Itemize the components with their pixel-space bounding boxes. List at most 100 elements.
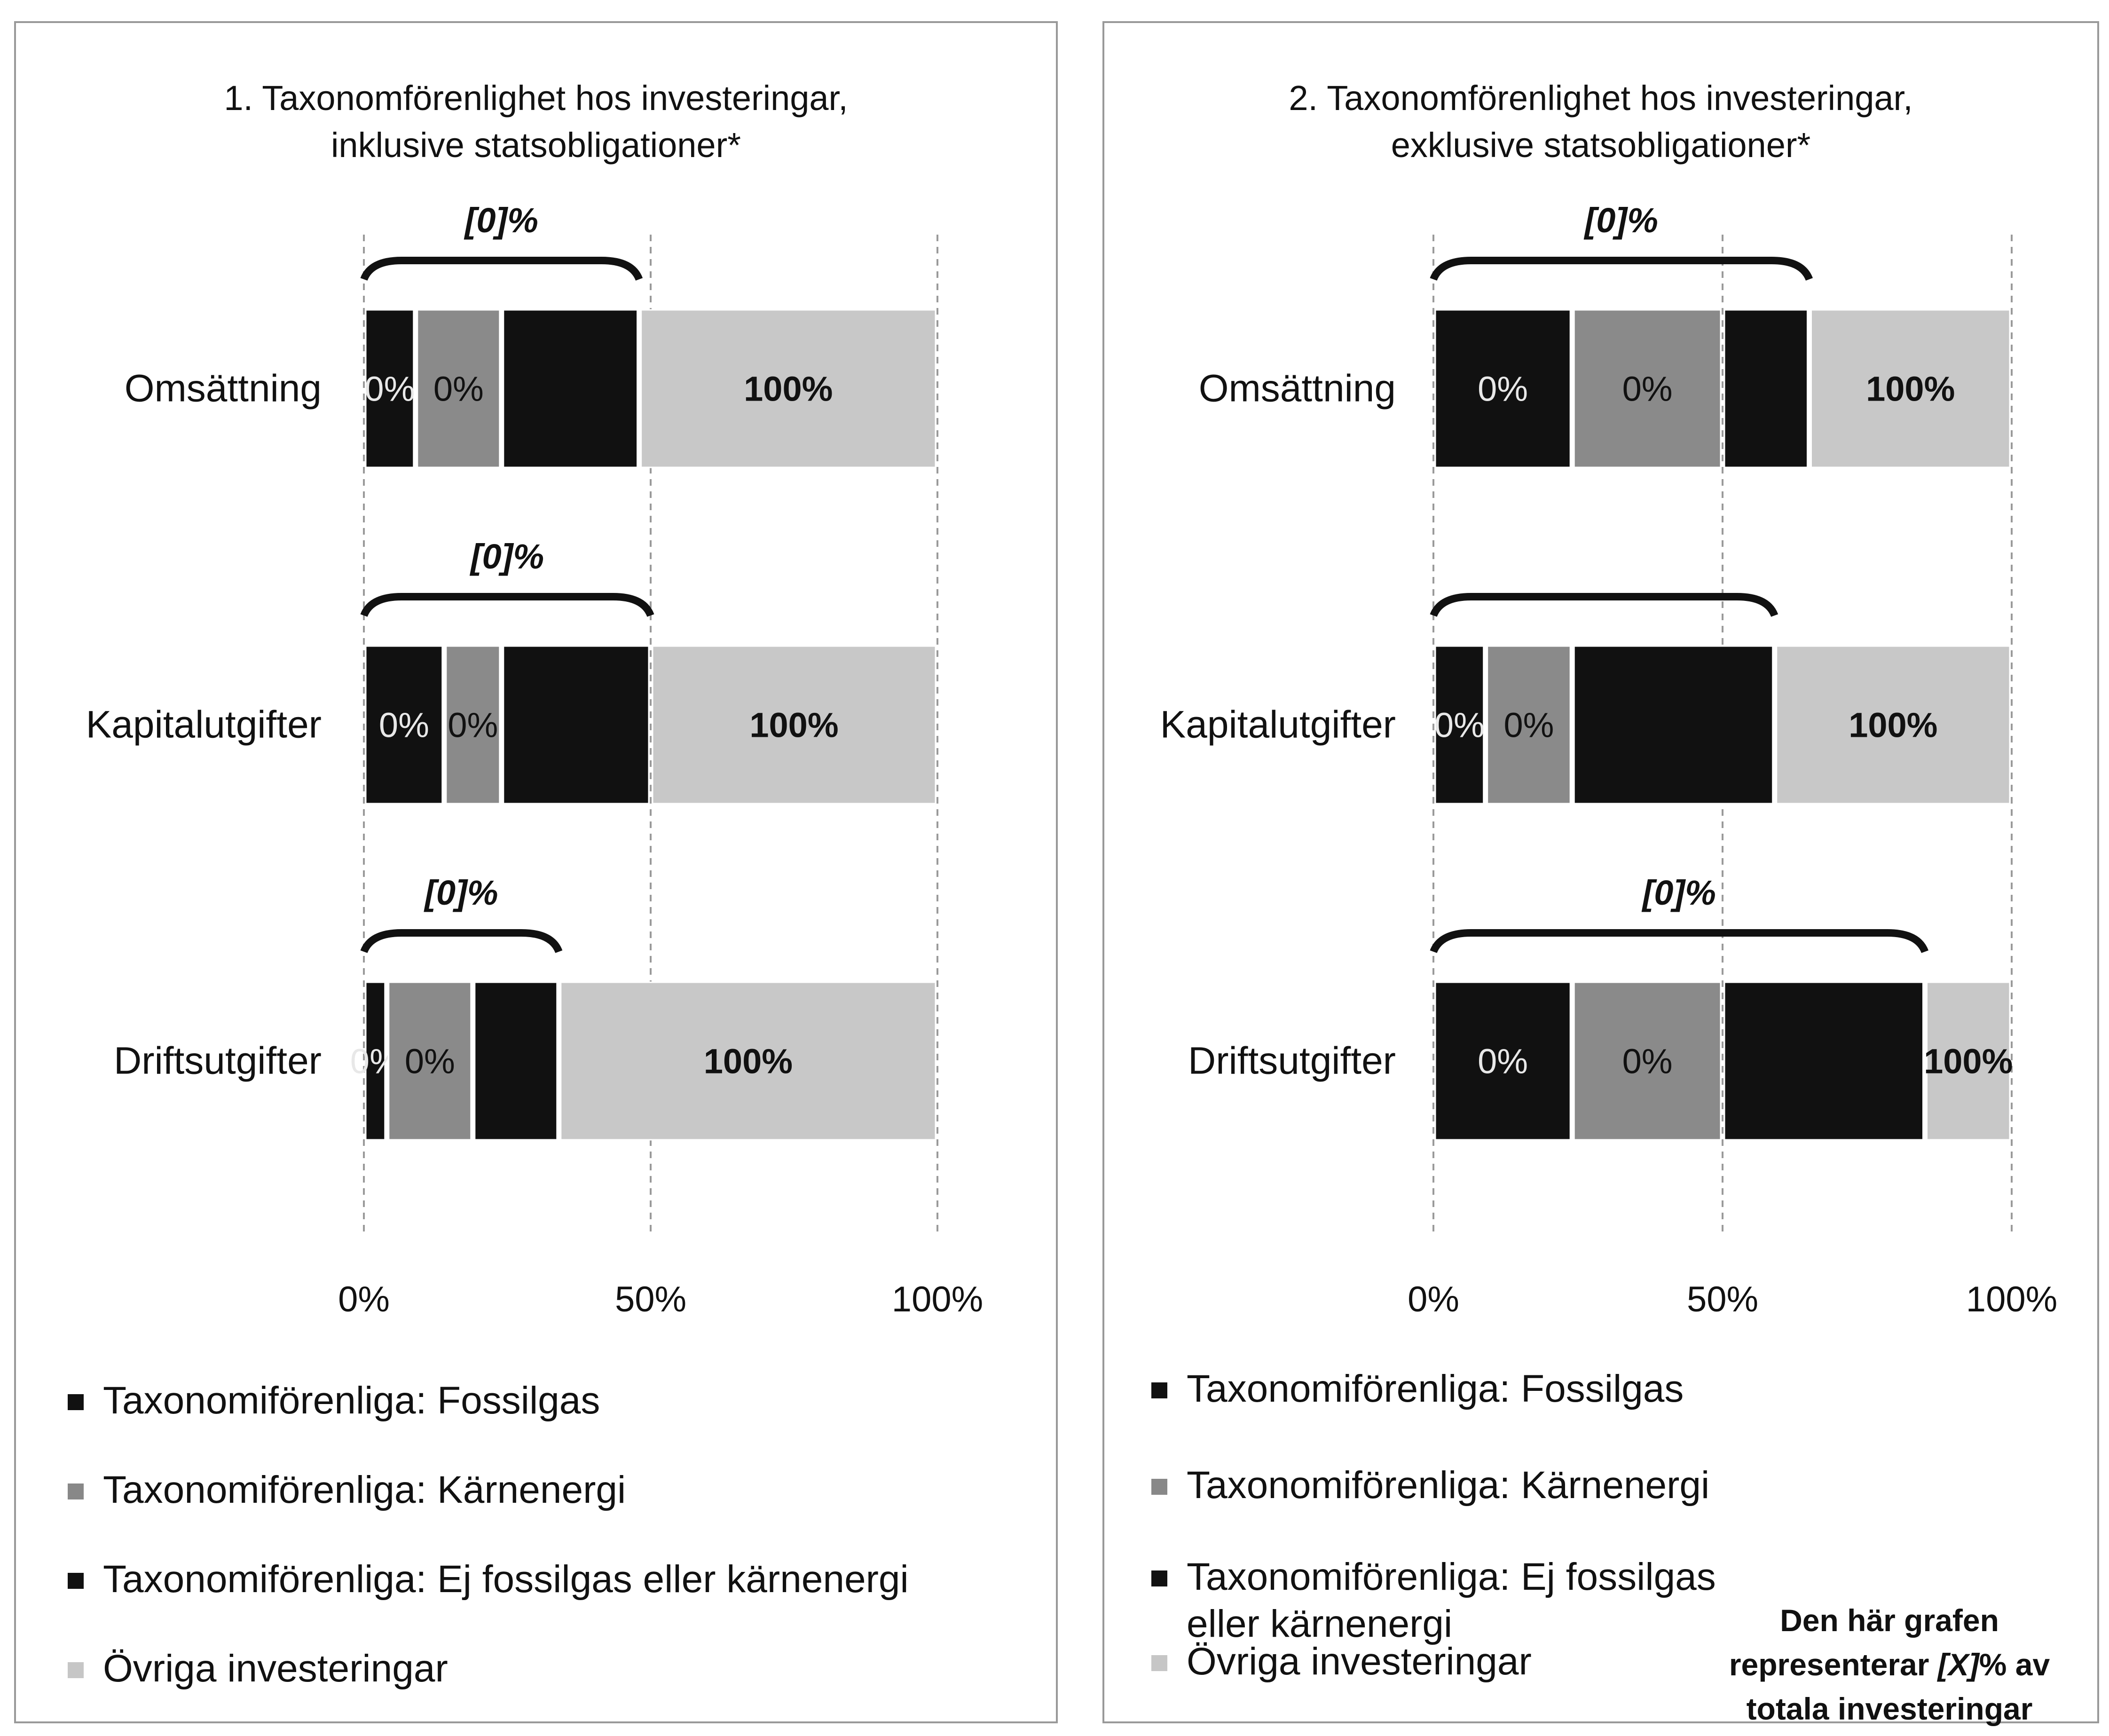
- legend-swatch: [68, 1573, 84, 1589]
- legend-item-fossilgas: Taxonomiförenliga: Fossilgas: [68, 1377, 909, 1424]
- legend-label: Taxonomiförenliga: Kärnenergi: [103, 1468, 626, 1511]
- legend-swatch: [1151, 1655, 1167, 1671]
- data-label: 0%: [364, 370, 415, 409]
- x-tick-label: 0%: [338, 1279, 390, 1319]
- bracket: [360, 257, 643, 281]
- category-label: Omsättning: [125, 367, 322, 410]
- legend-swatch: [68, 1662, 84, 1678]
- data-label: 0%: [379, 706, 429, 745]
- x-tick-label: 0%: [1408, 1279, 1459, 1319]
- legend-swatch: [1151, 1570, 1167, 1586]
- bar-segment: [365, 981, 386, 1141]
- chart-title-2-line1: 2. Taxonomförenlighet hos investeringar,: [1289, 79, 1913, 118]
- bar-segment: [1810, 309, 2011, 468]
- note-line3: totala investeringar: [1746, 1691, 2033, 1726]
- bar-chart-1: 0% 50% 100% Omsättning 0% 0% 100% [0]% Kapitalut…: [86, 201, 984, 1319]
- bracket-label: [0]%: [470, 537, 544, 576]
- x-tick-label: 50%: [1687, 1279, 1758, 1319]
- data-label: 100%: [704, 1042, 793, 1081]
- bracket: [1430, 929, 1928, 954]
- x-tick-label: 100%: [892, 1279, 983, 1319]
- legend-label: eller kärnenergi: [1187, 1602, 1453, 1645]
- legend-1: Taxonomiförenliga: Fossilgas Taxonomiför…: [68, 1377, 909, 1692]
- bracket: [1430, 257, 1813, 281]
- legend-item-karnenergi: Taxonomiförenliga: Kärnenergi: [1151, 1462, 1716, 1509]
- legend-label: Övriga investeringar: [103, 1647, 448, 1690]
- data-label: 0%: [448, 706, 498, 745]
- legend-label: Taxonomiförenliga: Fossilgas: [1187, 1367, 1684, 1410]
- data-label: 0%: [1622, 1042, 1673, 1081]
- note-line1: Den här grafen: [1780, 1603, 1999, 1638]
- bar-segment: [1926, 981, 2011, 1141]
- note-placeholder: [X]: [1937, 1647, 1979, 1682]
- bracket: [360, 593, 654, 617]
- bar-segment: [1723, 309, 1808, 468]
- legend-swatch: [1151, 1479, 1167, 1495]
- legend-item-ej-fossilgas: Taxonomiförenliga: Ej fossilgas eller kä…: [68, 1556, 909, 1603]
- chart-title-1-line1: 1. Taxonomförenlighet hos investeringar,: [224, 79, 848, 118]
- data-label: 100%: [1866, 370, 1955, 409]
- category-label: Omsättning: [1199, 367, 1396, 410]
- bar-segment: [474, 981, 558, 1141]
- data-label: 0%: [433, 370, 484, 409]
- chart-title-2: 2. Taxonomförenlighet hos investeringar,…: [1104, 75, 2097, 169]
- bracket-label: [0]%: [424, 873, 498, 912]
- bar-segment: [1434, 645, 1485, 805]
- data-label: 0%: [405, 1042, 455, 1081]
- bracket-label: [0]%: [464, 201, 538, 240]
- bar-segment: [1776, 645, 2011, 805]
- x-tick-label: 100%: [1966, 1279, 2057, 1319]
- category-label: Kapitalutgifter: [86, 703, 322, 746]
- data-label: 100%: [749, 706, 838, 745]
- category-label: Driftsutgifter: [114, 1040, 322, 1082]
- bar-segment: [365, 645, 443, 805]
- bar-segment: [1573, 309, 1722, 468]
- legend-item-ovriga: Övriga investeringar: [1151, 1638, 1716, 1685]
- legend-swatch: [1151, 1382, 1167, 1398]
- bar-segment: [445, 645, 501, 805]
- legend-label: Taxonomiförenliga: Kärnenergi: [1187, 1464, 1710, 1507]
- bar-segment: [1434, 981, 1571, 1141]
- bar-segment: [1434, 309, 1571, 468]
- bar-segment: [1723, 981, 1924, 1141]
- category-label: Kapitalutgifter: [1160, 703, 1396, 746]
- bar-segment: [388, 981, 472, 1141]
- bar-chart-2: 0% 50% 100% Omsättning 0% 0% 100% [0]% Kapitalut…: [1160, 201, 2058, 1319]
- bar-segment: [365, 309, 415, 468]
- bracket-label: [0]%: [1584, 201, 1658, 240]
- bar-segment: [1573, 981, 1722, 1141]
- legend-item-karnenergi: Taxonomiförenliga: Kärnenergi: [68, 1467, 909, 1514]
- note-line2: representerar [X]% av: [1706, 1642, 2073, 1687]
- data-label: 0%: [1478, 1042, 1528, 1081]
- note-text: % av: [1979, 1647, 2050, 1682]
- bar-segment: [417, 309, 501, 468]
- data-label: 0%: [1503, 706, 1554, 745]
- legend-swatch: [68, 1394, 84, 1410]
- legend-item-ovriga: Övriga investeringar: [68, 1645, 909, 1692]
- chart-note: Den här grafen representerar [X]% av tot…: [1706, 1598, 2073, 1731]
- chart-panel-1: 1. Taxonomförenlighet hos investeringar,…: [14, 21, 1058, 1723]
- bar-segment: [1487, 645, 1571, 805]
- bar-segment: [560, 981, 936, 1141]
- legend-item-ej-fossilgas-cont: eller kärnenergi: [1151, 1601, 1716, 1648]
- chart-panel-2: 2. Taxonomförenlighet hos investeringar,…: [1102, 21, 2099, 1726]
- legend-item-ej-fossilgas: Taxonomiförenliga: Ej fossilgas: [1151, 1554, 1716, 1601]
- data-label: 100%: [744, 370, 833, 409]
- chart-title-1: 1. Taxonomförenlighet hos investeringar,…: [16, 75, 1056, 169]
- legend-label: Taxonomiförenliga: Fossilgas: [103, 1379, 600, 1422]
- bracket-label: [0]%: [1642, 873, 1716, 912]
- legend-label: Övriga investeringar: [1187, 1640, 1532, 1683]
- bar-segment: [640, 309, 936, 468]
- bar-segment: [652, 645, 936, 805]
- legend-label: Taxonomiförenliga: Ej fossilgas eller kä…: [103, 1558, 909, 1601]
- legend-item-fossilgas: Taxonomiförenliga: Fossilgas: [1151, 1365, 1716, 1412]
- bar-segment: [503, 309, 638, 468]
- x-tick-label: 50%: [615, 1279, 686, 1319]
- legend-swatch: [68, 1483, 84, 1499]
- chart-title-1-line2: inklusive statsobligationer*: [331, 126, 741, 165]
- data-label: 100%: [1849, 706, 1937, 745]
- data-label: 100%: [1924, 1042, 2013, 1081]
- bar-segment: [1573, 645, 1774, 805]
- chart-title-2-line2: exklusive statsobligationer*: [1391, 126, 1811, 165]
- note-text: representerar: [1729, 1647, 1938, 1682]
